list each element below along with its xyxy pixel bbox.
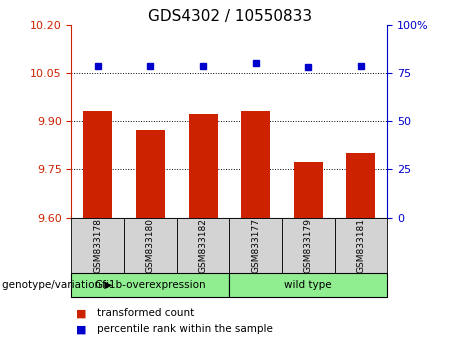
- Bar: [189, 114, 218, 218]
- Text: ■: ■: [76, 324, 87, 334]
- Bar: [294, 162, 323, 218]
- Text: percentile rank within the sample: percentile rank within the sample: [97, 324, 273, 334]
- Text: GSM833181: GSM833181: [356, 218, 366, 273]
- Bar: [136, 130, 165, 218]
- Text: Gfi1b-overexpression: Gfi1b-overexpression: [95, 280, 206, 290]
- Text: GSM833178: GSM833178: [93, 218, 102, 273]
- Bar: [83, 111, 112, 218]
- Text: GSM833180: GSM833180: [146, 218, 155, 273]
- Text: GDS4302 / 10550833: GDS4302 / 10550833: [148, 9, 313, 24]
- Text: wild type: wild type: [284, 280, 332, 290]
- Text: GSM833179: GSM833179: [304, 218, 313, 273]
- Text: GSM833177: GSM833177: [251, 218, 260, 273]
- Text: ■: ■: [76, 308, 87, 318]
- Text: transformed count: transformed count: [97, 308, 194, 318]
- Text: genotype/variation ▶: genotype/variation ▶: [2, 280, 112, 290]
- Text: GSM833182: GSM833182: [199, 218, 207, 273]
- Bar: [347, 153, 375, 218]
- Bar: [241, 111, 270, 218]
